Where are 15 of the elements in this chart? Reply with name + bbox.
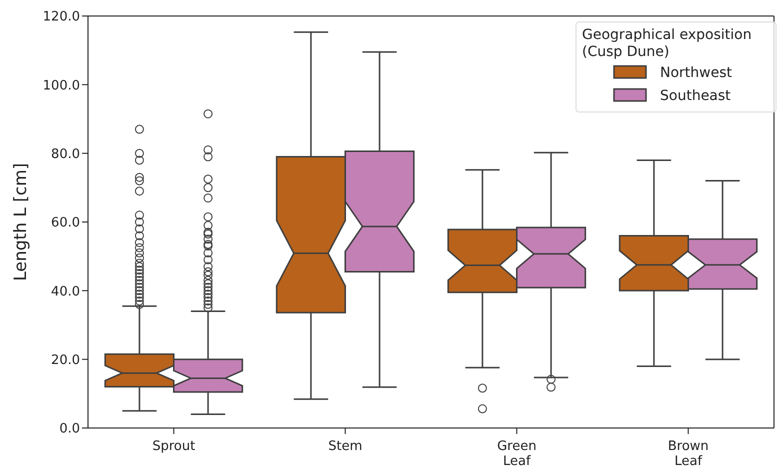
y-tick-label: 40.0 <box>51 284 80 300</box>
y-tick-label: 100.0 <box>42 78 80 94</box>
y-tick-label: 20.0 <box>51 352 80 368</box>
x-tick-label: Brown Leaf <box>668 439 709 468</box>
y-tick-label: 120.0 <box>42 10 80 25</box>
y-axis-title: Length L [cm] <box>11 162 31 282</box>
y-tick-label: 80.0 <box>51 146 80 162</box>
y-tick-label: 60.0 <box>51 216 80 231</box>
y-tick-label: 0.0 <box>59 422 80 437</box>
legend-label: Northwest <box>660 65 733 81</box>
legend-title: Geographical exposition (Cusp Dune) <box>582 27 752 60</box>
x-tick-label: Sprout <box>152 439 196 454</box>
x-tick-label: Stem <box>328 439 362 454</box>
x-tick-label: Green Leaf <box>497 439 536 468</box>
legend-label: Southeast <box>660 88 732 104</box>
